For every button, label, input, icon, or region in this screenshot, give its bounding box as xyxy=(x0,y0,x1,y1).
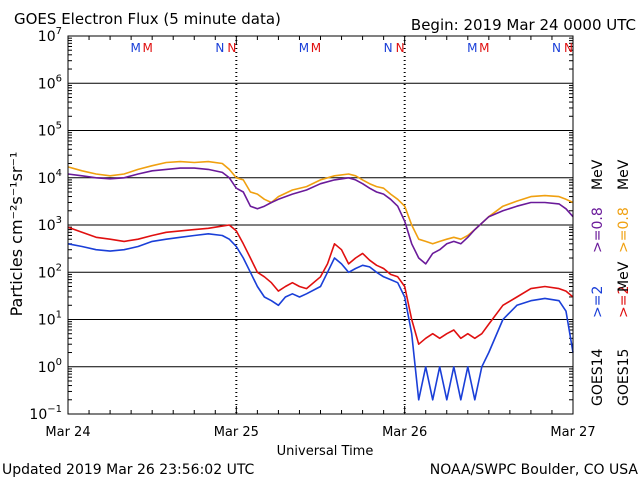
legend-goes15-label: GOES15 xyxy=(616,349,632,406)
x-axis-title: Universal Time xyxy=(277,444,374,459)
marker-m-goes15: M xyxy=(479,41,489,55)
y-tick-label: 102 xyxy=(38,262,62,281)
marker-n-goes14: N xyxy=(384,41,393,55)
legend-goes14-08mev: >=0.8 xyxy=(590,207,606,253)
begin-label: Begin: 2019 Mar 24 0000 UTC xyxy=(411,16,636,34)
series-line-goes14-0-8-mev xyxy=(67,167,574,265)
x-tick-label: Mar 25 xyxy=(214,425,259,440)
legend-goes15-2mev: >=2 xyxy=(616,286,632,318)
series-line-goes15-0-8-mev xyxy=(67,160,574,245)
marker-n-goes14: N xyxy=(215,41,224,55)
updated-label: Updated 2019 Mar 26 23:56:02 UTC xyxy=(2,462,255,478)
series-group xyxy=(67,160,574,401)
y-tick-label: 101 xyxy=(38,310,62,329)
y-tick-label: 103 xyxy=(38,215,62,234)
x-tick-labels: Mar 24 Mar 25 Mar 26 Mar 27 xyxy=(45,425,595,440)
plot-title: GOES Electron Flux (5 minute data) xyxy=(14,10,281,28)
x-tick-label: Mar 27 xyxy=(550,425,595,440)
marker-m-goes14: M xyxy=(467,41,477,55)
y-tick-label: 100 xyxy=(38,357,62,376)
marker-m-goes14: M xyxy=(130,41,140,55)
y-tick-label: 105 xyxy=(38,121,62,140)
y-tick-label: 106 xyxy=(38,73,62,92)
plot-frame xyxy=(67,35,574,415)
marker-m-goes14: M xyxy=(299,41,309,55)
y-axis-title: Particles cm⁻²s⁻¹sr⁻¹ xyxy=(7,152,26,317)
legend-unit-2mev: MeV xyxy=(616,261,632,292)
grid-lines xyxy=(67,36,574,414)
legend-goes14-label: GOES14 xyxy=(590,348,606,406)
series-line-goes15-2-mev xyxy=(67,224,574,346)
x-tick-label: Mar 26 xyxy=(382,425,427,440)
marker-m-goes15: M xyxy=(311,41,321,55)
marker-n-goes15: N xyxy=(227,41,236,55)
credit-label: NOAA/SWPC Boulder, CO USA xyxy=(430,462,639,478)
x-tick-label: Mar 24 xyxy=(45,425,90,440)
legend: GOES14 >=2 >=0.8 GOES15 >=2 >=0.8 MeV MeV MeV xyxy=(590,159,632,406)
y-tick-labels: 10−1 100 101 102 103 104 105 106 107 xyxy=(29,26,62,423)
legend-goes15-08mev: >=0.8 xyxy=(616,207,632,253)
legend-unit-col1: MeV xyxy=(590,159,606,190)
y-tick-label: 104 xyxy=(38,168,62,187)
legend-unit-col2: MeV xyxy=(616,159,632,190)
marker-n-goes15: N xyxy=(396,41,405,55)
plot-border xyxy=(67,35,574,415)
marker-m-goes15: M xyxy=(142,41,152,55)
marker-n-goes15: N xyxy=(564,41,573,55)
series-line-goes14-2-mev xyxy=(67,233,574,401)
marker-n-goes14: N xyxy=(552,41,561,55)
legend-goes14-2mev: >=2 xyxy=(590,286,606,318)
y-tick-label: 10−1 xyxy=(29,404,62,423)
y-tick-label: 107 xyxy=(38,26,62,45)
